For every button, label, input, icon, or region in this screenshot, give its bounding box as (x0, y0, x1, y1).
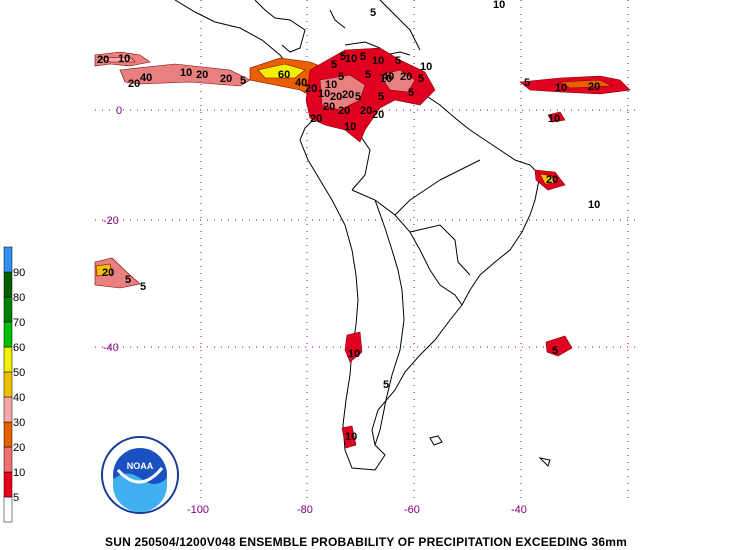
contour-label: 10 (344, 121, 356, 133)
contour-label: 10 (380, 73, 392, 85)
contour-label: 40 (382, 71, 394, 83)
contour-label: 5 (378, 91, 384, 103)
map-caption: SUN 250504/1200V048 ENSEMBLE PROBABILITY… (105, 535, 627, 549)
contour-label: 20 (372, 109, 384, 121)
contour-label: 10 (345, 53, 357, 65)
contour-label: 20 (220, 73, 232, 85)
legend-label: 70 (13, 317, 25, 329)
lon-label: -40 (511, 504, 527, 516)
contour-label: 10 (493, 0, 505, 11)
contour-label: 5 (140, 281, 146, 293)
contour-label: 20 (588, 81, 600, 93)
contour-label: 20 (546, 174, 558, 186)
contour-label: 10 (325, 79, 337, 91)
legend-label: 20 (13, 442, 25, 454)
lat-label: 0 (116, 105, 122, 117)
contour-label: 20 (400, 71, 412, 83)
legend-label: 50 (13, 367, 25, 379)
noaa-logo-text: NOAA (127, 461, 154, 471)
legend-label: 10 (13, 467, 25, 479)
contour-labels: 20 10 40 20 10 20 20 5 60 40 5 5 10 5 20… (97, 0, 600, 443)
contour-label: 20 (128, 78, 140, 90)
contour-label: 5 (360, 51, 366, 63)
latitude-labels: 0 -20 -40 (103, 105, 122, 354)
contour-label: 5 (408, 87, 414, 99)
contour-label: 5 (370, 7, 376, 19)
lon-label: -80 (297, 504, 313, 516)
contour-label: 10 (348, 348, 360, 360)
contour-label: 5 (383, 379, 389, 391)
contour-label: 5 (524, 77, 530, 89)
contour-label: 10 (420, 61, 432, 73)
contour-label: 5 (240, 75, 246, 87)
contour-label: 5 (395, 55, 401, 67)
contour-label: 20 (97, 54, 109, 66)
contour-label: 20 (360, 105, 372, 117)
legend-label: 60 (13, 342, 25, 354)
noaa-logo: NOAA (101, 436, 179, 514)
contour-label: 20 (323, 101, 335, 113)
contour-label: 20 (196, 69, 208, 81)
contour-label: 20 (338, 105, 350, 117)
legend-label: 90 (13, 267, 25, 279)
contour-label: 10 (118, 53, 130, 65)
legend-label: 80 (13, 292, 25, 304)
contour-label: 5 (365, 69, 371, 81)
contour-label: 10 (180, 67, 192, 79)
contour-label: 10 (555, 82, 567, 94)
legend-label: 40 (13, 392, 25, 404)
contour-label: 60 (278, 69, 290, 81)
lat-label: -40 (103, 342, 119, 354)
contour-label: 10 (372, 55, 384, 67)
contour-label: 10 (345, 431, 357, 443)
contour-label: 20 (102, 267, 114, 279)
contour-label: 10 (318, 88, 330, 100)
precip-areas (94, 47, 631, 449)
lon-label: -100 (187, 504, 209, 516)
legend-label: 30 (13, 417, 25, 429)
legend-colorbar (3, 246, 13, 523)
lon-label: -60 (404, 504, 420, 516)
lat-label: -20 (103, 215, 119, 227)
longitude-labels: -100 -80 -60 -40 (187, 504, 527, 516)
contour-label: 5 (125, 274, 131, 286)
contour-label: 5 (340, 51, 346, 63)
legend-labels: 5 10 20 30 40 50 60 70 80 90 (13, 267, 25, 504)
contour-label: 5 (331, 59, 337, 71)
contour-label: 5 (418, 73, 424, 85)
contour-label: 10 (588, 199, 600, 211)
contour-label: 20 (330, 91, 342, 103)
contour-label: 40 (140, 72, 152, 84)
contour-label: 5 (355, 91, 361, 103)
contour-label: 5 (552, 345, 558, 357)
contour-label: 5 (338, 71, 344, 83)
contour-label: 40 (295, 77, 307, 89)
contour-label: 20 (310, 113, 322, 125)
contour-label: 10 (548, 113, 560, 125)
contour-label: 20 (305, 83, 317, 95)
legend-label: 5 (13, 492, 19, 504)
contour-label: 20 (342, 89, 354, 101)
